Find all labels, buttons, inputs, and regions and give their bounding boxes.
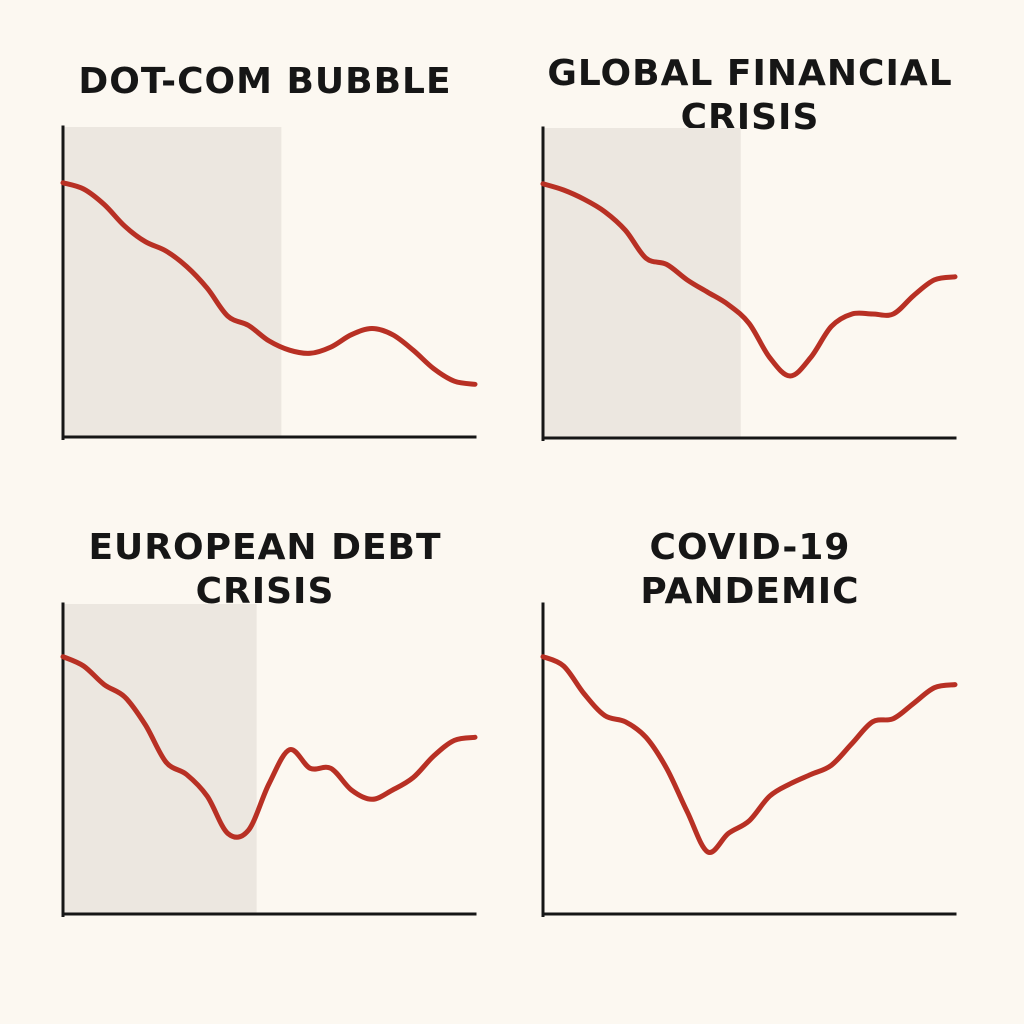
- series-line-0: [540, 181, 958, 379]
- chart-title-line: DOT-COM BUBBLE: [78, 61, 452, 102]
- line-chart: [540, 602, 958, 917]
- chart-panel-dot-com: DOT-COM BUBBLE: [40, 55, 490, 455]
- chart-title: COVID-19 PANDEMIC: [520, 526, 980, 614]
- line-chart: [540, 126, 958, 441]
- shaded-period: [63, 604, 257, 914]
- chart-title-line: COVID-19: [649, 527, 851, 568]
- shaded-period: [543, 128, 741, 438]
- chart-title: DOT-COM BUBBLE: [40, 60, 490, 104]
- chart-panel-european-debt-crisis: EUROPEAN DEBT CRISIS: [40, 522, 490, 922]
- chart-title-line: EUROPEAN DEBT: [88, 527, 442, 568]
- series-line-0: [540, 654, 958, 855]
- shaded-period: [63, 127, 282, 437]
- chart-title: EUROPEAN DEBT CRISIS: [40, 526, 490, 614]
- series-line-0: [60, 654, 478, 840]
- chart-title: GLOBAL FINANCIAL CRISIS: [520, 52, 980, 140]
- chart-title-line: GLOBAL FINANCIAL: [547, 53, 953, 94]
- chart-title-line: PANDEMIC: [640, 571, 860, 612]
- series-line-0: [60, 180, 478, 387]
- line-chart: [60, 125, 478, 440]
- chart-panel-covid-19-pandemic: COVID-19 PANDEMIC: [520, 522, 980, 922]
- chart-panel-global-financial-crisis: GLOBAL FINANCIAL CRISIS: [520, 48, 980, 458]
- line-chart: [60, 602, 478, 917]
